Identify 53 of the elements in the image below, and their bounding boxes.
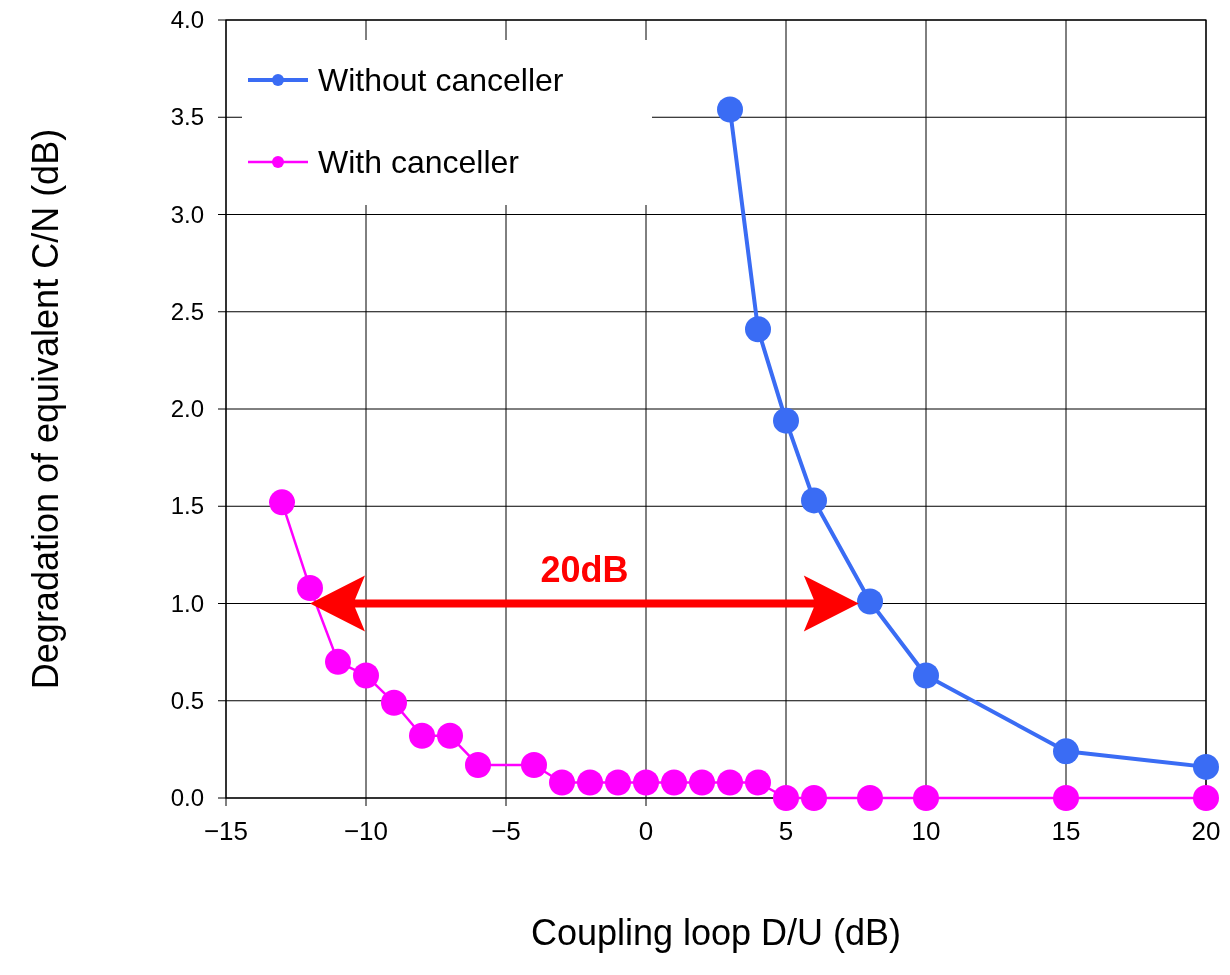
point (409, 722, 435, 749)
point (325, 648, 351, 675)
point (745, 316, 771, 343)
y-tick-label: 1.0 (170, 589, 204, 617)
point (521, 751, 547, 778)
point (1053, 738, 1079, 765)
point (801, 785, 827, 811)
x-tick-label: −5 (491, 816, 521, 846)
x-axis-title: Coupling loop D/U (dB) (530, 912, 902, 953)
y-tick-label: 4.0 (170, 6, 204, 33)
x-tick-label: −15 (203, 816, 249, 846)
point (773, 407, 799, 434)
y-tick-label: 3.0 (170, 200, 204, 228)
y-axis-title: Degradation of equivalent C/N (dB) (25, 128, 66, 690)
point (549, 769, 575, 796)
x-tick-label: 15 (1051, 816, 1081, 846)
y-tick-label: 1.5 (170, 492, 204, 520)
point (857, 785, 883, 811)
point (577, 769, 603, 796)
legend-label: Without canceller (318, 62, 564, 98)
point (1053, 785, 1079, 811)
point (913, 785, 939, 811)
point (661, 769, 687, 796)
point (913, 662, 939, 689)
point (269, 489, 295, 516)
y-tick-label: 3.5 (170, 103, 204, 131)
point (717, 96, 743, 123)
y-tick-label: 2.5 (170, 297, 204, 325)
point (689, 769, 715, 796)
point (1193, 785, 1219, 811)
point (633, 769, 659, 796)
point (857, 588, 883, 615)
x-tick-label: 20 (1191, 816, 1221, 846)
x-tick-label: 5 (778, 816, 794, 846)
y-tick-label: 0.0 (170, 784, 204, 811)
point (1193, 753, 1219, 780)
y-tick-label: 0.5 (170, 686, 204, 714)
legend-label: With canceller (318, 144, 520, 180)
point (381, 689, 407, 716)
point (773, 785, 799, 811)
point (801, 487, 827, 514)
point (465, 751, 491, 778)
x-tick-label: 10 (911, 816, 941, 846)
point (605, 769, 631, 796)
point (745, 769, 771, 796)
x-tick-label: 0 (638, 816, 654, 846)
point (437, 722, 463, 749)
point (717, 769, 743, 796)
annotation: 20dB (540, 548, 629, 590)
point (297, 574, 323, 601)
x-tick-label: −10 (343, 816, 389, 846)
point (353, 662, 379, 689)
y-tick-label: 2.0 (170, 395, 204, 422)
